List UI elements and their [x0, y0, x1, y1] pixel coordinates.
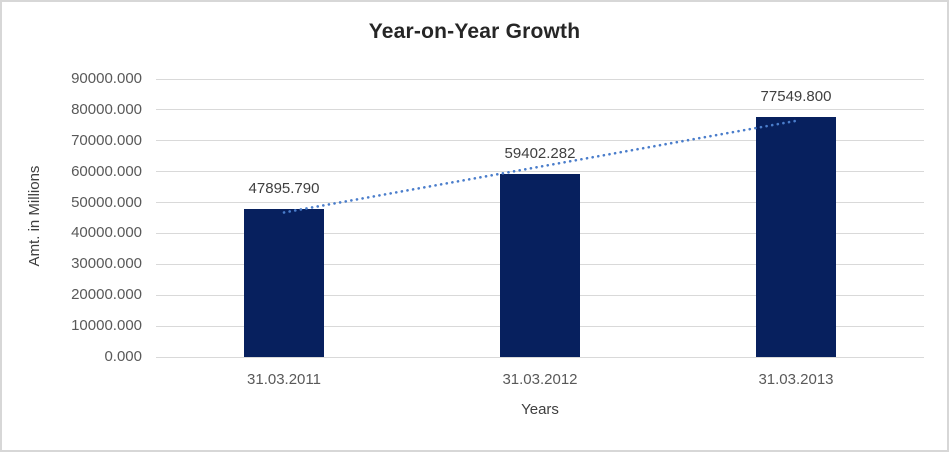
y-tick-label: 50000.000: [71, 193, 142, 211]
x-category-label: 31.03.2012: [502, 371, 578, 388]
chart-title: Year-on-Year Growth: [368, 20, 581, 43]
x-axis-line: [156, 356, 924, 358]
y-tick-label: 40000.000: [71, 224, 142, 242]
bar-2: [500, 173, 580, 357]
y-tick-label: 0.000: [104, 348, 142, 365]
bar-data-label: 77549.800: [760, 88, 832, 106]
x-category-label: 31.03.2013: [758, 371, 834, 388]
y-tick-label: 30000.000: [71, 255, 142, 273]
y-tick-label: 10000.000: [71, 317, 142, 335]
bar-3: [756, 117, 836, 357]
bar-data-label: 47895.790: [248, 180, 320, 198]
y-tick-label: 90000.000: [71, 70, 142, 87]
x-axis-title: Years: [521, 401, 559, 418]
y-tick-label: 20000.000: [71, 286, 142, 304]
y-tick-label: 60000.000: [71, 162, 142, 180]
bar-data-label: 59402.282: [504, 144, 576, 162]
y-tick-label: 70000.000: [71, 131, 142, 149]
y-tick-label: 80000.000: [71, 100, 142, 118]
bar-1: [244, 209, 324, 357]
x-category-label: 31.03.2011: [247, 371, 321, 388]
gridline: [156, 78, 924, 80]
y-axis-title: Amt. in Millions: [26, 165, 43, 267]
gridline: [156, 109, 924, 111]
